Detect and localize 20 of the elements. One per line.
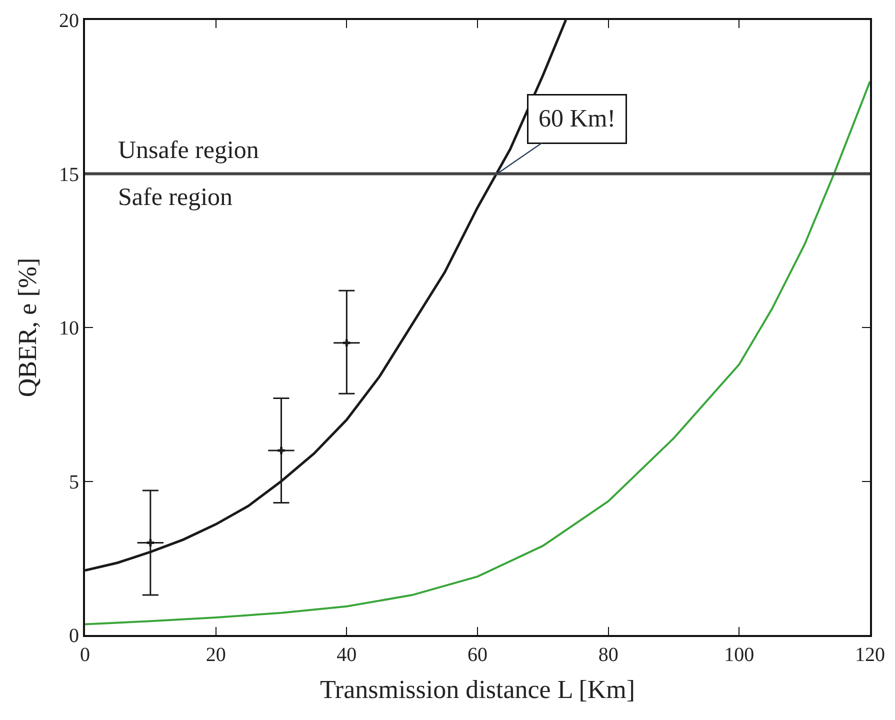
y-tick-label: 10 (59, 318, 79, 340)
x-tick-label: 120 (855, 644, 885, 666)
y-tick-label: 15 (59, 164, 79, 186)
x-tick-label: 100 (724, 644, 754, 666)
annotation: 60 Km! (538, 106, 616, 132)
y-tick-label: 5 (69, 471, 79, 494)
point (146, 539, 154, 546)
x-tick-label: 80 (598, 644, 618, 666)
y-axis-title: QBER, e [%] (12, 258, 42, 398)
line-series (85, 80, 870, 626)
annotation: Unsafe region (118, 137, 260, 164)
x-tick-label: 40 (336, 644, 357, 666)
y-tick-label: 0 (69, 625, 79, 647)
point (278, 446, 285, 454)
x-axis-title: Transmission distance L [Km] (320, 675, 636, 704)
x-tick-label: 20 (206, 644, 226, 666)
point (343, 339, 350, 346)
annotation: Safe region (118, 184, 234, 211)
y-tick-label: 20 (59, 10, 79, 32)
x-tick-label: 60 (468, 644, 488, 666)
